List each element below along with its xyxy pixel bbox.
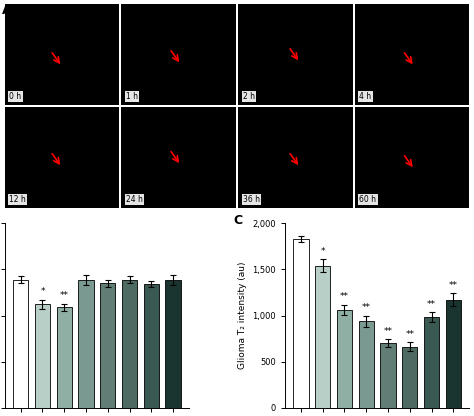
Text: 4 h: 4 h <box>359 92 372 101</box>
Text: 1 h: 1 h <box>126 92 138 101</box>
Bar <box>359 321 374 408</box>
Bar <box>424 317 439 408</box>
Text: **: ** <box>427 300 436 309</box>
Text: A: A <box>2 4 12 17</box>
Text: *: * <box>320 247 325 256</box>
Bar <box>337 310 352 408</box>
Text: **: ** <box>362 303 371 312</box>
Bar <box>35 305 50 408</box>
Bar <box>165 280 181 408</box>
Bar <box>402 347 417 408</box>
Y-axis label: Glioma T₂ intensity (au): Glioma T₂ intensity (au) <box>238 262 247 369</box>
Text: 36 h: 36 h <box>243 195 260 204</box>
Bar <box>144 284 159 408</box>
Bar <box>446 300 461 408</box>
Text: **: ** <box>383 327 392 336</box>
Text: 2 h: 2 h <box>243 92 255 101</box>
Bar <box>78 280 94 408</box>
Bar <box>13 280 28 408</box>
Text: C: C <box>233 214 242 227</box>
Text: 0 h: 0 h <box>9 92 21 101</box>
Text: 12 h: 12 h <box>9 195 26 204</box>
Text: **: ** <box>340 292 349 301</box>
Bar <box>100 283 115 408</box>
Bar <box>380 343 396 408</box>
Bar <box>315 266 330 408</box>
Text: *: * <box>40 287 45 296</box>
Text: **: ** <box>449 281 458 290</box>
Text: **: ** <box>405 329 414 339</box>
Bar <box>122 280 137 408</box>
Bar <box>293 239 309 408</box>
Text: 24 h: 24 h <box>126 195 143 204</box>
Text: **: ** <box>60 291 69 300</box>
Bar <box>57 307 72 408</box>
Text: 60 h: 60 h <box>359 195 376 204</box>
